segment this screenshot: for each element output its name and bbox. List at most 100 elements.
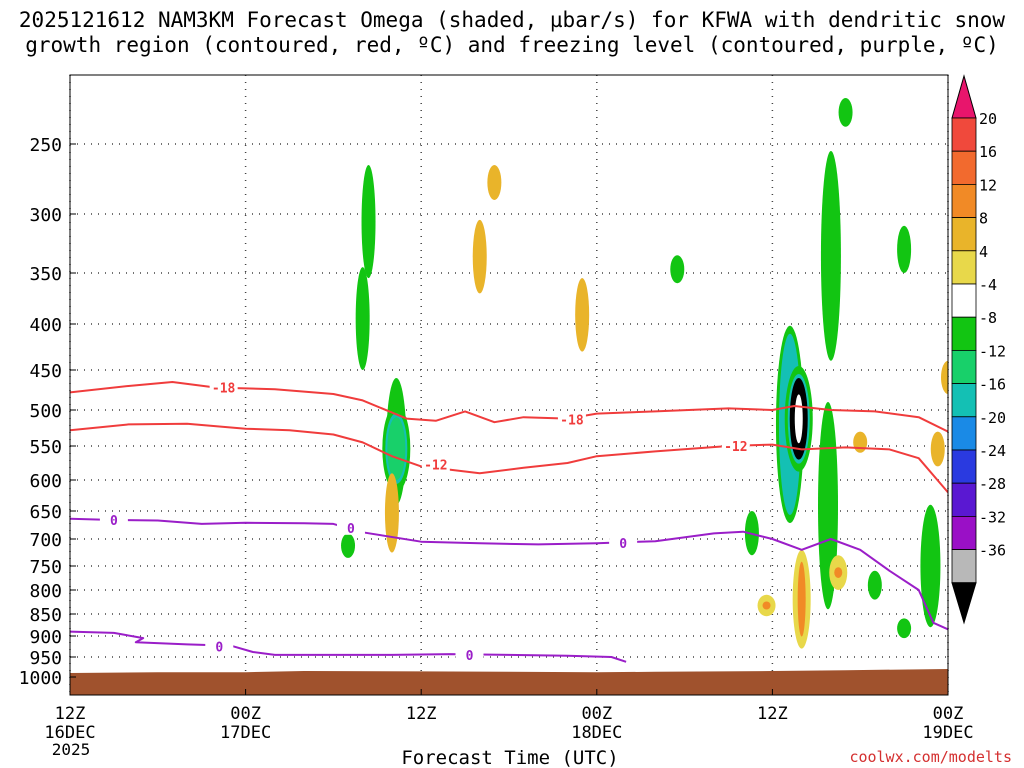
colorbar-swatch-10 bbox=[951, 416, 977, 451]
colorbar-swatch-11 bbox=[951, 449, 977, 484]
colorbar-swatch-3 bbox=[951, 183, 977, 218]
colorbar-tick-label-5: -4 bbox=[979, 276, 997, 294]
omega-cell-7 bbox=[472, 219, 487, 294]
y-tick-label-1000: 1000 bbox=[19, 668, 62, 689]
omega-cell-19 bbox=[762, 601, 771, 610]
omega-cell-8 bbox=[575, 278, 590, 352]
colorbar-swatch-13 bbox=[951, 516, 977, 551]
colorbar-tick-label-0: 20 bbox=[979, 110, 997, 128]
chart-title-line1: 2025121612 NAM3KM Forecast Omega (shaded… bbox=[18, 8, 1006, 32]
contour-label-bg-3-1 bbox=[455, 646, 484, 662]
contour-label-bg-2-0 bbox=[99, 511, 128, 527]
y-tick-label-350: 350 bbox=[29, 264, 62, 285]
omega-core-white-14 bbox=[794, 394, 803, 444]
omega-cell-6 bbox=[487, 165, 502, 200]
contour-label-1-1: -12 bbox=[724, 440, 747, 455]
x-tick-label-24: 12Z bbox=[406, 704, 437, 724]
omega-cell-9 bbox=[670, 255, 685, 284]
colorbar-swatch-5 bbox=[951, 250, 977, 285]
colorbar-tick-label-13: -36 bbox=[979, 542, 1006, 560]
omega-cell-21 bbox=[920, 504, 941, 628]
contour-label-2-0: 0 bbox=[110, 514, 118, 529]
omega-cell-0 bbox=[361, 165, 376, 279]
omega-cell-16 bbox=[797, 561, 806, 637]
colorbar-swatch-7 bbox=[951, 316, 977, 351]
colorbar-swatch-2 bbox=[951, 150, 977, 185]
x-tick-sublabel-36: 18DEC bbox=[571, 723, 622, 743]
omega-cell-5 bbox=[341, 533, 356, 558]
x-tick-sublabel-0: 16DEC bbox=[44, 723, 95, 743]
colorbar-bottom-arrow bbox=[951, 582, 977, 625]
colorbar-tick-label-1: 16 bbox=[979, 143, 997, 161]
contour-labels: -18 -18 -12 -12 0 0 0 0 0 bbox=[99, 379, 750, 664]
y-tick-label-950: 950 bbox=[29, 648, 62, 669]
colorbar-tick-label-11: -28 bbox=[979, 475, 1006, 493]
colorbar-tick-label-4: 4 bbox=[979, 243, 988, 261]
y-tick-label-700: 700 bbox=[29, 530, 62, 551]
y-tick-label-850: 850 bbox=[29, 605, 62, 626]
contour-line-2 bbox=[70, 517, 948, 631]
colorbar-swatch-1 bbox=[951, 117, 977, 152]
y-tick-label-550: 550 bbox=[29, 437, 62, 458]
omega-cell-4 bbox=[384, 473, 399, 553]
colorbar-tick-label-10: -24 bbox=[979, 442, 1006, 460]
omega-cell-10 bbox=[838, 98, 853, 127]
contour-line-1 bbox=[70, 422, 948, 494]
y-tick-label-800: 800 bbox=[29, 581, 62, 602]
colorbar-tick-label-2: 12 bbox=[979, 176, 997, 194]
colorbar-swatch-8 bbox=[951, 349, 977, 384]
omega-cell-11 bbox=[897, 225, 912, 273]
contour-label-bg-0-1 bbox=[557, 411, 586, 427]
omega-cell-15 bbox=[818, 402, 839, 610]
contour-line-3 bbox=[70, 630, 627, 663]
year-label: 2025 bbox=[52, 740, 91, 759]
y-tick-label-450: 450 bbox=[29, 361, 62, 382]
y-tick-label-500: 500 bbox=[29, 401, 62, 422]
y-tick-label-650: 650 bbox=[29, 502, 62, 523]
omega-cell-3 bbox=[387, 417, 406, 480]
omega-cell-20 bbox=[867, 570, 882, 600]
omega-cell-25 bbox=[941, 360, 948, 394]
colorbar-top-arrow bbox=[951, 74, 977, 119]
y-tick-label-900: 900 bbox=[29, 627, 62, 648]
x-axis-title: Forecast Time (UTC) bbox=[401, 747, 618, 768]
y-tick-label-300: 300 bbox=[29, 205, 62, 226]
contour-label-2-2: 0 bbox=[619, 537, 627, 552]
contour-line-0 bbox=[70, 381, 948, 433]
contour-label-bg-1-0 bbox=[421, 456, 450, 472]
y-tick-label-750: 750 bbox=[29, 557, 62, 578]
contour-lines bbox=[70, 381, 948, 663]
omega-cell-17 bbox=[834, 567, 843, 578]
contour-label-bg-0-0 bbox=[209, 379, 238, 395]
colorbar-tick-label-6: -8 bbox=[979, 309, 997, 327]
x-tick-label-48: 12Z bbox=[757, 704, 788, 724]
colorbar-tick-label-3: 8 bbox=[979, 210, 988, 228]
chart-title-line2: growth region (contoured, red, ºC) and f… bbox=[25, 33, 999, 57]
y-tick-label-400: 400 bbox=[29, 315, 62, 336]
colorbar-swatch-14 bbox=[951, 549, 977, 584]
contour-label-bg-3-0 bbox=[205, 638, 234, 654]
colorbar-tick-label-12: -32 bbox=[979, 508, 1006, 526]
credit-text: coolwx.com/modelts bbox=[849, 748, 1012, 766]
colorbar-tick-label-8: -16 bbox=[979, 376, 1006, 394]
x-tick-sublabel-60: 19DEC bbox=[922, 723, 973, 743]
contour-label-bg-2-2 bbox=[609, 534, 638, 550]
contour-label-0-1: -18 bbox=[560, 413, 584, 428]
omega-cell-1 bbox=[355, 267, 370, 370]
x-tick-label-12: 00Z bbox=[230, 704, 261, 724]
omega-cell-12 bbox=[820, 151, 841, 361]
colorbar-swatch-9 bbox=[951, 383, 977, 418]
terrain-ground bbox=[70, 669, 948, 695]
x-tick-sublabel-12: 17DEC bbox=[220, 723, 271, 743]
colorbar-swatch-12 bbox=[951, 482, 977, 517]
omega-cell-23 bbox=[930, 431, 945, 467]
y-tick-label-250: 250 bbox=[29, 135, 62, 156]
contour-label-3-0: 0 bbox=[215, 641, 223, 656]
x-tick-label-36: 00Z bbox=[581, 704, 612, 724]
contour-label-0-0: -18 bbox=[212, 382, 236, 397]
x-tick-label-60: 00Z bbox=[933, 704, 964, 724]
omega-cell-22 bbox=[897, 618, 912, 639]
colorbar-swatch-6 bbox=[951, 283, 977, 318]
contour-label-bg-1-1 bbox=[721, 438, 750, 453]
